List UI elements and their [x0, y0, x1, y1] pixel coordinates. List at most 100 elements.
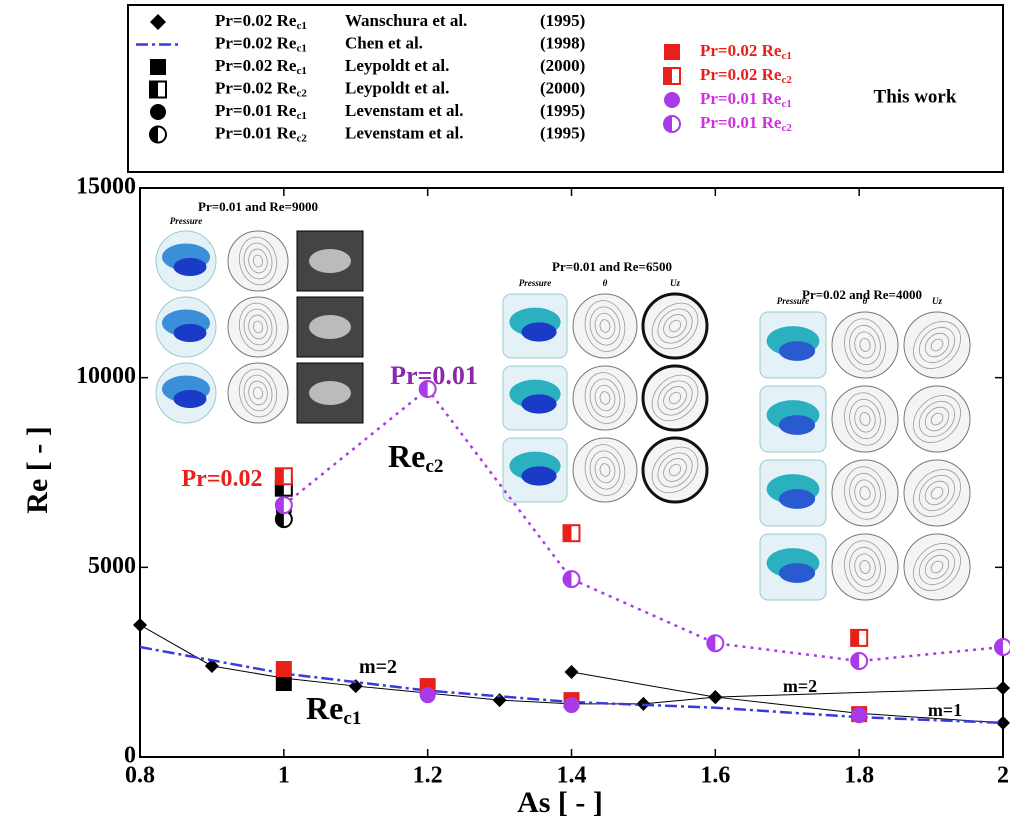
inset-field [832, 534, 898, 600]
inset-pressure-core [174, 324, 207, 342]
square [664, 44, 680, 60]
legend-subscript: c1 [296, 110, 306, 122]
marker-diamond [996, 681, 1010, 695]
inset-pressure-core [779, 341, 815, 361]
legend-subscript: c1 [296, 20, 306, 32]
inset-header: θ [603, 278, 608, 288]
legend-label: Pr=0.02 Rec2 [215, 78, 307, 99]
legend-subscript: c2 [296, 87, 307, 99]
inset-pressure-core [779, 489, 815, 509]
chart: As [ - ] Re [ - ] This work Pr=0.01 and … [0, 0, 1010, 830]
inset-pressure-core [521, 466, 556, 485]
diamond [708, 690, 722, 704]
legend-text: Pr=0.02 Re [700, 65, 782, 84]
legend-year: (1995) [540, 101, 585, 120]
inset-pressure-core [174, 390, 207, 408]
legend-year: (2000) [540, 78, 585, 97]
legend-author: Levenstam et al. [345, 123, 464, 142]
legend-label: Pr=0.01 Rec2 [215, 123, 307, 144]
inset-field [573, 366, 637, 430]
legend-year: (1998) [540, 33, 585, 52]
inset-field [832, 312, 898, 378]
annotation-text: m=2 [359, 656, 397, 678]
inset-header: Pressure [777, 296, 810, 306]
x-tick-label: 1 [278, 763, 290, 789]
x-axis-label: As [ - ] [517, 786, 603, 819]
inset-field-pattern [309, 381, 351, 405]
legend-label: Pr=0.02 Rec1 [700, 41, 792, 62]
x-tick-label: 1.4 [557, 763, 587, 789]
marker-diamond [133, 618, 147, 632]
x-tick-label: 1.6 [700, 763, 730, 789]
y-tick-label: 10000 [76, 363, 136, 389]
annotation: m=2 [783, 676, 817, 696]
legend-year: (2000) [540, 56, 585, 75]
y-tick-label: 15000 [76, 174, 136, 200]
marker-circle [664, 92, 680, 108]
annotation-text: m=1 [928, 700, 962, 720]
x-tick-label: 2 [997, 763, 1009, 789]
inset-field [832, 386, 898, 452]
annotation-subscript: c2 [425, 456, 443, 477]
x-tick-label: 1.8 [844, 763, 874, 789]
legend-label: Pr=0.02 Rec1 [215, 11, 307, 32]
diamond [133, 618, 147, 632]
marker-half-square [564, 525, 580, 541]
legend-label: Pr=0.02 Rec1 [215, 33, 307, 54]
marker-square [276, 675, 292, 691]
annotation: Rec2 [388, 438, 443, 477]
legend-year: (1995) [540, 11, 585, 30]
inset-pressure-core [779, 563, 815, 583]
y-axis-label: Re [ - ] [21, 426, 54, 513]
marker-half-circle [664, 116, 680, 132]
legend-group-label: This work [874, 86, 957, 107]
annotation: Rec1 [306, 690, 361, 729]
inset-field-pattern [309, 315, 351, 339]
inset-field [228, 231, 288, 291]
legend-text: Pr=0.02 Re [215, 78, 297, 97]
inset-field [573, 438, 637, 502]
legend-text: Pr=0.01 Re [215, 123, 297, 142]
square-half [851, 630, 859, 646]
marker-half-square [276, 468, 292, 484]
annotation: m=2 [359, 656, 397, 678]
legend-label: Pr=0.01 Rec1 [700, 89, 792, 110]
square-half [664, 68, 672, 84]
legend-label: Pr=0.02 Rec1 [215, 56, 307, 77]
legend-text: Pr=0.02 Re [700, 41, 782, 60]
circle [150, 104, 166, 120]
inset-header: θ [863, 296, 868, 306]
inset-header: Uz [932, 296, 942, 306]
square [150, 59, 166, 75]
inset-header: Uz [670, 278, 680, 288]
square [276, 661, 292, 677]
inset-field [228, 363, 288, 423]
annotation-text: Re [306, 690, 343, 726]
diamond [565, 665, 579, 679]
annotation: m=1 [928, 700, 962, 720]
marker-square [150, 59, 166, 75]
square-half [564, 525, 572, 541]
inset-field [228, 297, 288, 357]
square-half [150, 82, 158, 98]
inset-pressure-core [174, 258, 207, 276]
marker-square [664, 44, 680, 60]
legend-text: Pr=0.01 Re [700, 113, 782, 132]
annotation-text: Pr=0.01 [390, 361, 478, 390]
inset-field-pattern [309, 249, 351, 273]
marker-circle [150, 104, 166, 120]
circle [420, 687, 436, 703]
y-tick-label: 5000 [88, 553, 136, 579]
marker-half-square [664, 68, 680, 84]
circle [664, 92, 680, 108]
legend-text: Pr=0.02 Re [215, 33, 297, 52]
legend-author: Leypoldt et al. [345, 56, 449, 75]
annotation-text: Re [388, 438, 425, 474]
legend-subscript: c2 [781, 74, 792, 86]
marker-half-square [150, 82, 166, 98]
legend-author: Wanschura et al. [345, 11, 467, 30]
inset-pressure-core [521, 394, 556, 413]
legend-text: Pr=0.01 Re [700, 89, 782, 108]
marker-half-circle [707, 635, 723, 651]
annotation: Pr=0.02 [182, 466, 263, 492]
